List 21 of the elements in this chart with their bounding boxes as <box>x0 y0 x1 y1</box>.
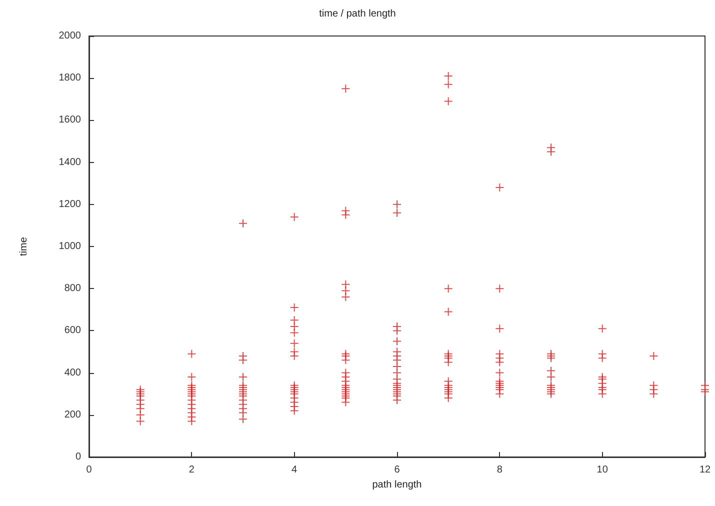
x-tick-label: 12 <box>699 464 711 476</box>
x-tick-label: 4 <box>292 464 298 476</box>
x-tick-label: 2 <box>188 464 195 476</box>
y-tick-label: 1400 <box>58 156 82 168</box>
chart-title: time / path length <box>319 8 396 20</box>
y-tick-label: 0 <box>75 452 82 462</box>
y-tick-label: 1200 <box>58 198 82 210</box>
y-tick-label: 600 <box>64 325 82 336</box>
y-tick-label: 1600 <box>58 114 82 126</box>
x-axis-title: path length <box>372 479 422 490</box>
x-tick-label: 6 <box>394 464 400 476</box>
y-axis-title: time <box>18 236 30 256</box>
y-tick-label: 1800 <box>58 72 82 84</box>
y-tick-label: 800 <box>64 283 82 294</box>
x-tick-label: 8 <box>496 464 503 476</box>
x-tick-label: 10 <box>596 464 608 476</box>
y-tick-label: 2000 <box>58 30 82 42</box>
y-tick-label: 400 <box>64 367 82 378</box>
x-tick-label: 0 <box>86 464 92 476</box>
y-tick-label: 200 <box>64 409 82 420</box>
y-tick-label: 1000 <box>58 241 82 252</box>
